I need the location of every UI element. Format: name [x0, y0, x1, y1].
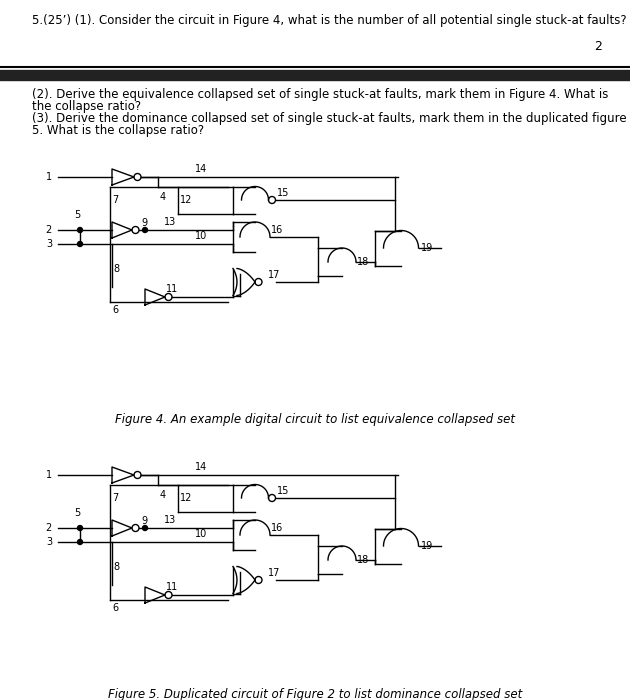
Text: 15: 15 [277, 486, 289, 496]
Text: 11: 11 [166, 284, 178, 294]
Text: 8: 8 [113, 562, 119, 572]
Text: 18: 18 [357, 555, 369, 565]
Text: 5: 5 [74, 508, 80, 518]
Text: 3: 3 [46, 239, 52, 249]
Text: 15: 15 [277, 188, 289, 198]
Circle shape [77, 526, 83, 531]
Text: 10: 10 [195, 529, 207, 539]
Text: 8: 8 [113, 264, 119, 274]
Text: 4: 4 [160, 490, 166, 500]
Text: 11: 11 [166, 582, 178, 592]
Text: 10: 10 [195, 231, 207, 241]
Text: 5: 5 [74, 210, 80, 220]
Text: 17: 17 [268, 270, 280, 280]
Text: 7: 7 [112, 195, 118, 205]
Text: 19: 19 [420, 243, 433, 253]
Text: 5.(25’) (1). Consider the circuit in Figure 4, what is the number of all potenti: 5.(25’) (1). Consider the circuit in Fig… [32, 14, 627, 27]
Circle shape [77, 540, 83, 545]
Text: 7: 7 [112, 493, 118, 503]
Text: 14: 14 [195, 164, 207, 174]
Text: 9: 9 [141, 218, 147, 228]
Text: 5. What is the collapse ratio?: 5. What is the collapse ratio? [32, 124, 204, 137]
Circle shape [77, 228, 83, 232]
Text: 18: 18 [357, 257, 369, 267]
Text: 1: 1 [46, 470, 52, 480]
Text: 6: 6 [112, 305, 118, 315]
Text: (3). Derive the dominance collapsed set of single stuck-at faults, mark them in : (3). Derive the dominance collapsed set … [32, 112, 627, 125]
Text: 13: 13 [164, 515, 176, 525]
Text: 19: 19 [420, 541, 433, 551]
Text: 3: 3 [46, 537, 52, 547]
Text: 13: 13 [164, 217, 176, 227]
Text: Figure 4. An example digital circuit to list equivalence collapsed set: Figure 4. An example digital circuit to … [115, 413, 515, 426]
Text: 2: 2 [46, 523, 52, 533]
Circle shape [77, 241, 83, 246]
Text: 6: 6 [112, 603, 118, 613]
Text: (2). Derive the equivalence collapsed set of single stuck-at faults, mark them i: (2). Derive the equivalence collapsed se… [32, 88, 609, 101]
Circle shape [142, 526, 147, 531]
Text: 16: 16 [271, 225, 284, 235]
Text: 16: 16 [271, 523, 284, 533]
Text: 4: 4 [160, 192, 166, 202]
Text: 2: 2 [46, 225, 52, 235]
Text: 14: 14 [195, 462, 207, 472]
Text: the collapse ratio?: the collapse ratio? [32, 100, 141, 113]
Text: 2: 2 [594, 40, 602, 53]
Text: Figure 5. Duplicated circuit of Figure 2 to list dominance collapsed set: Figure 5. Duplicated circuit of Figure 2… [108, 688, 522, 700]
Text: 9: 9 [141, 516, 147, 526]
Text: 12: 12 [180, 493, 192, 503]
Circle shape [142, 228, 147, 232]
Text: 1: 1 [46, 172, 52, 182]
Text: 17: 17 [268, 568, 280, 578]
Text: 12: 12 [180, 195, 192, 205]
